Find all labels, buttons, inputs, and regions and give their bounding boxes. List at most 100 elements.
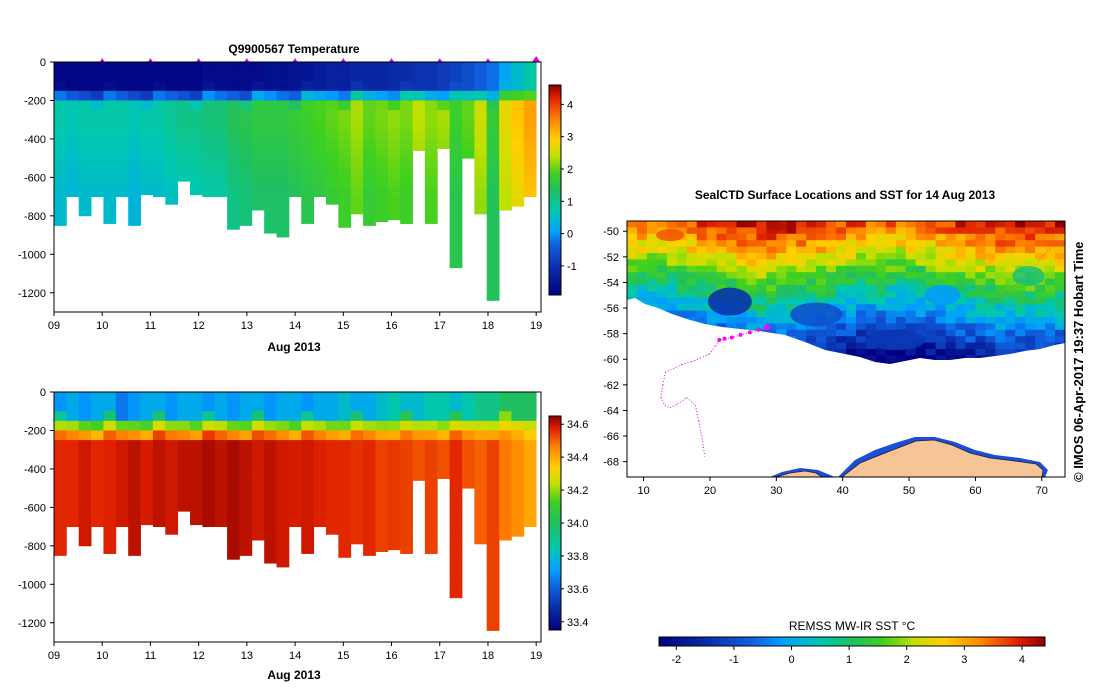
sst-cell xyxy=(686,227,698,235)
section-cell xyxy=(202,110,216,121)
section-cell xyxy=(511,62,525,73)
sst-cell xyxy=(995,272,1006,280)
section-cell xyxy=(115,440,129,451)
sst-colorbar-ticks: -2 -1 0 1 2 3 4 xyxy=(671,646,1025,666)
section-cell xyxy=(424,206,438,217)
section-cell xyxy=(511,488,525,499)
section-cell xyxy=(177,167,191,178)
section-cell xyxy=(313,517,327,528)
section-cell xyxy=(338,167,352,178)
section-cell xyxy=(239,526,253,537)
section-cell xyxy=(326,196,339,205)
sst-cell xyxy=(746,272,758,280)
section-cell xyxy=(523,449,537,460)
section-cell xyxy=(78,440,92,451)
section-cell xyxy=(523,468,537,479)
section-cell xyxy=(486,536,500,547)
track-segment xyxy=(669,403,678,409)
section-cell xyxy=(449,225,463,236)
section-cell xyxy=(239,129,253,140)
sst-cell xyxy=(676,310,688,318)
section-cell xyxy=(511,100,525,111)
section-cell xyxy=(375,119,389,130)
section-cell xyxy=(313,90,327,101)
section-cell xyxy=(91,177,104,188)
section-cell xyxy=(400,488,413,499)
sst-cell xyxy=(696,278,708,286)
section-cell xyxy=(177,430,191,441)
section-cell xyxy=(177,411,191,422)
sst-cell xyxy=(706,265,718,273)
sst-cell xyxy=(965,253,977,260)
section-cell xyxy=(288,100,302,111)
sst-cell xyxy=(716,323,728,331)
section-cell xyxy=(437,468,451,479)
section-cell xyxy=(78,129,92,140)
section-cell xyxy=(190,449,203,460)
section-cell xyxy=(288,517,302,528)
section-cell xyxy=(449,536,463,547)
section-cell xyxy=(103,517,117,528)
section-cell xyxy=(499,138,512,149)
sst-cell xyxy=(646,291,658,299)
section-cell xyxy=(276,225,290,236)
section-cell xyxy=(103,459,117,470)
section-cell xyxy=(239,507,253,518)
section-cell xyxy=(462,411,475,422)
section-cell xyxy=(313,167,327,178)
section-cell xyxy=(424,215,438,224)
sst-cell xyxy=(995,240,1006,248)
section-cell xyxy=(424,119,438,130)
section-cell xyxy=(523,430,537,441)
sst-cell xyxy=(955,265,967,273)
sst-cell xyxy=(846,227,857,235)
section-cell xyxy=(375,158,389,169)
sst-cell xyxy=(905,259,917,267)
sst-field xyxy=(627,221,1065,477)
section-cell xyxy=(449,138,463,149)
section-cell xyxy=(486,449,500,460)
section-cell xyxy=(412,401,426,412)
section-cell xyxy=(313,440,327,451)
section-cell xyxy=(486,430,500,441)
section-cell xyxy=(66,411,80,422)
colorbar-tick-label: 34.6 xyxy=(567,419,588,431)
sst-cell xyxy=(786,323,797,331)
section-cell xyxy=(338,71,352,82)
sst-cell xyxy=(915,227,927,235)
sst-cell xyxy=(975,221,986,228)
section-cell xyxy=(387,71,401,82)
sst-cell xyxy=(756,304,767,312)
sst-cell xyxy=(806,221,817,228)
sst-patch xyxy=(790,302,843,327)
section-cell xyxy=(288,497,302,508)
sst-cell xyxy=(875,227,887,235)
y-tick-label: -200 xyxy=(24,95,46,107)
lat-tick-label: -62 xyxy=(603,380,619,392)
section-cell xyxy=(301,488,315,499)
section-cell xyxy=(177,478,191,489)
y-tick-label: -1000 xyxy=(18,579,46,591)
sst-cell xyxy=(915,246,927,254)
section-cell xyxy=(239,215,253,226)
section-cell xyxy=(78,449,92,460)
section-cell xyxy=(511,138,525,149)
sst-cell xyxy=(1045,329,1056,337)
sst-cell xyxy=(646,227,658,235)
sst-cell xyxy=(776,310,787,318)
sst-cell xyxy=(786,227,797,235)
section-cell xyxy=(103,449,117,460)
section-cell xyxy=(66,459,80,470)
section-cell xyxy=(474,119,488,130)
sst-cell xyxy=(995,291,1006,299)
sst-cell xyxy=(786,272,797,280)
sst-cell xyxy=(965,342,977,350)
section-cell xyxy=(152,401,166,412)
section-cell xyxy=(152,129,166,140)
section-cell xyxy=(54,430,67,441)
section-cell xyxy=(424,526,438,537)
section-cell xyxy=(128,167,141,178)
sst-cell xyxy=(816,233,827,241)
sst-cell xyxy=(756,272,767,280)
section-cell xyxy=(387,536,401,547)
